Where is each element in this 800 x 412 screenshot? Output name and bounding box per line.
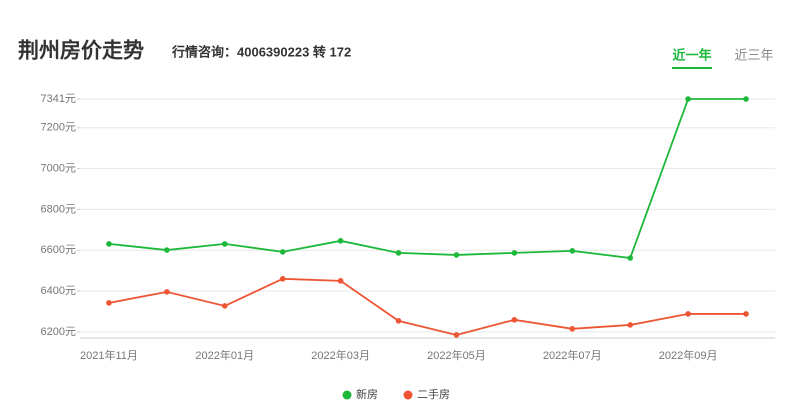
x-tick-label: 2022年07月: [543, 348, 602, 362]
y-tick-label: 7200元: [41, 122, 76, 134]
data-point: [569, 248, 576, 254]
x-tick-label: 2021年11月: [80, 348, 138, 362]
plot: 6200元 6400元 6600元 6800元 7000元 7200元 7341元 2021年…: [41, 93, 775, 401]
x-tick-label: 2022年01月: [195, 348, 254, 362]
legend-label: 二手房: [417, 387, 450, 401]
data-point: [685, 311, 691, 317]
y-tick-label: 7341元: [41, 93, 76, 105]
data-point: [221, 303, 228, 309]
data-point: [511, 250, 518, 256]
data-point: [569, 326, 576, 332]
data-point: [511, 317, 518, 323]
tab[interactable]: 近三年: [734, 47, 773, 62]
data-point: [106, 300, 112, 306]
series-line: [108, 277, 747, 336]
data-point: [743, 96, 749, 102]
data-point: [685, 96, 691, 102]
hotline: 行情咨询：4006390223 转 172: [171, 44, 351, 59]
y-tick-label: 6200元: [41, 326, 76, 338]
x-tick-label: 2022年09月: [659, 348, 718, 362]
y-tick-label: 6400元: [41, 285, 76, 297]
legend-swatch: [342, 390, 352, 400]
x-tick-label: 2022年03月: [311, 348, 370, 362]
data-point: [164, 289, 170, 295]
data-point: [627, 322, 634, 328]
data-point: [337, 238, 344, 244]
data-point: [279, 249, 286, 255]
tab-bar: 近一年 近三年: [672, 47, 774, 69]
data-point: [453, 332, 460, 338]
x-tick-label: 2022年05月: [427, 348, 486, 362]
legend-label: 新房: [356, 387, 378, 401]
y-tick-label: 7000元: [41, 163, 76, 175]
tab[interactable]: 近一年: [672, 47, 711, 62]
data-point: [627, 255, 634, 261]
data-point: [279, 276, 286, 282]
data-point: [395, 250, 402, 256]
data-point: [337, 278, 344, 284]
data-point: [221, 241, 228, 247]
data-point: [395, 318, 402, 324]
series-line: [108, 98, 747, 259]
data-point: [743, 311, 749, 317]
legend-swatch: [403, 390, 413, 400]
page-title: 荆州房价走势: [18, 39, 144, 63]
y-tick-label: 6800元: [41, 203, 76, 215]
y-tick-label: 6600元: [41, 244, 76, 256]
data-point: [106, 241, 112, 247]
data-point: [164, 247, 170, 253]
data-point: [453, 252, 460, 258]
